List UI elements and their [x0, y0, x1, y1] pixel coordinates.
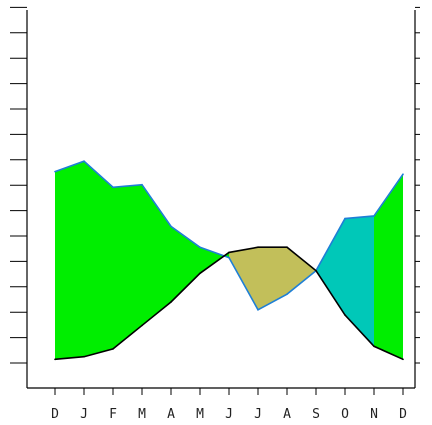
- series-1-point-6: [228, 251, 230, 254]
- series-0-point-12: [402, 173, 404, 176]
- x-tick-label-3: M: [138, 407, 146, 422]
- y-ticks: [10, 6, 420, 364]
- series-0-point-10: [344, 217, 346, 220]
- x-tick-label-10: O: [341, 407, 349, 422]
- x-tick-label-0: D: [51, 407, 59, 422]
- fill-region-0: [55, 161, 229, 360]
- series-0-point-1: [83, 160, 85, 162]
- series-1-point-3: [141, 324, 143, 327]
- series-0-point-7: [257, 308, 259, 311]
- x-tick-label-8: A: [283, 407, 291, 422]
- series-lines: [54, 160, 404, 361]
- series-0-point-6: [228, 256, 230, 259]
- x-tick-label-11: N: [370, 407, 378, 422]
- x-tick-label-4: A: [167, 407, 175, 422]
- x-tick-label-9: S: [312, 407, 320, 422]
- series-1-point-7: [257, 246, 259, 249]
- series-0-point-2: [112, 186, 114, 189]
- series-1-point-10: [344, 314, 346, 316]
- x-tick-label-6: J: [225, 407, 233, 422]
- series-0-point-8: [286, 293, 288, 295]
- series-1-point-8: [286, 246, 288, 249]
- series-1-point-5: [199, 272, 201, 275]
- series-1-point-0: [54, 358, 56, 361]
- series-1-point-12: [402, 358, 404, 361]
- series-0-point-11: [373, 215, 375, 217]
- series-0-point-5: [199, 246, 201, 249]
- fill-region-2: [316, 215, 374, 347]
- series-1-point-2: [112, 348, 114, 350]
- x-tick-label-12: D: [399, 407, 407, 422]
- series-0-point-3: [141, 183, 143, 186]
- series-1-point-1: [83, 355, 85, 358]
- x-tick-label-5: M: [196, 407, 204, 422]
- x-tick-label-2: F: [109, 407, 117, 422]
- series-0-point-0: [54, 170, 56, 173]
- x-tick-label-1: J: [80, 407, 88, 422]
- fill-region-3: [374, 174, 403, 360]
- series-1-point-4: [170, 301, 172, 303]
- fill-region-1: [229, 247, 316, 310]
- fill-regions: [55, 161, 403, 360]
- x-tick-label-7: J: [254, 407, 262, 422]
- series-1-point-11: [373, 345, 375, 348]
- series-1-point-9: [315, 269, 317, 272]
- series-0-point-4: [170, 225, 172, 228]
